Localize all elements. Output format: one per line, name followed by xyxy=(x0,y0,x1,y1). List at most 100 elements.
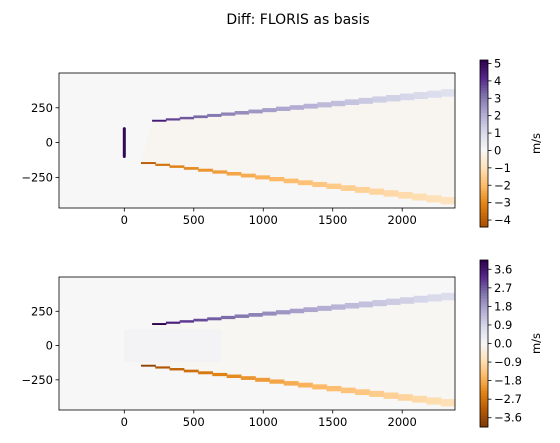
upper-wake-edge xyxy=(207,317,222,321)
lower-wake-edge xyxy=(340,185,356,191)
colorbar-segment xyxy=(480,204,488,209)
x-tick-label: 2000 xyxy=(388,213,417,227)
x-tick-label: 1500 xyxy=(318,213,347,227)
colorbar-segment xyxy=(480,185,488,189)
lower-wake-edge xyxy=(297,382,313,388)
x-tick-label: 1500 xyxy=(318,415,347,429)
lower-wake-edge xyxy=(383,392,399,399)
lower-wake-edge xyxy=(326,183,342,190)
colorbar-tick-label: 2.7 xyxy=(494,281,512,295)
colorbar-segment xyxy=(480,262,488,267)
colorbar-segment xyxy=(480,199,488,203)
colorbar-segment xyxy=(480,62,488,67)
colorbar-segment xyxy=(480,60,488,64)
upper-wake-edge xyxy=(152,323,167,325)
colorbar-segment xyxy=(480,324,488,328)
colorbar-segment xyxy=(480,76,488,80)
colorbar-segment xyxy=(480,73,488,78)
colorbar-segment xyxy=(480,379,488,383)
colorbar-segment xyxy=(480,285,488,289)
colorbar-segment xyxy=(480,101,488,106)
lower-wake-edge xyxy=(183,167,199,170)
colorbar-tick-label: 1.8 xyxy=(494,299,512,313)
colorbar-segment xyxy=(480,329,488,333)
colorbar-segment xyxy=(480,87,488,92)
lower-wake-edge xyxy=(155,163,171,166)
colorbar-segment xyxy=(480,112,488,117)
colorbar-segment xyxy=(480,65,488,69)
colorbar-segment xyxy=(480,298,488,303)
y-tick-label: 250 xyxy=(31,101,53,115)
upper-wake-edge xyxy=(248,313,263,317)
colorbar-tick-label: 0.0 xyxy=(494,337,512,351)
lower-wake-edge xyxy=(283,381,299,386)
colorbar-segment xyxy=(480,154,488,158)
colorbar-tick-label: 0 xyxy=(494,143,501,157)
colorbar-segment xyxy=(480,273,488,278)
colorbar-segment xyxy=(480,93,488,97)
colorbar-segment xyxy=(480,279,488,283)
colorbar-segment xyxy=(480,68,488,72)
upper-wake-edge xyxy=(179,116,194,120)
colorbar-segment xyxy=(480,424,488,428)
colorbar-segment xyxy=(480,315,488,319)
upper-wake-edge xyxy=(317,305,332,311)
colorbar-segment xyxy=(480,312,488,317)
upper-wake-edge xyxy=(248,109,263,114)
upper-wake-edge xyxy=(331,100,346,107)
upper-wake-edge xyxy=(386,94,401,102)
colorbar-segment xyxy=(480,126,488,131)
upper-wake-edge xyxy=(234,111,250,115)
colorbar-segment xyxy=(480,365,488,370)
x-tick-label: 2000 xyxy=(388,415,417,429)
colorbar-segment xyxy=(480,368,488,372)
colorbar-segment xyxy=(480,190,488,195)
colorbar-segment xyxy=(480,179,488,183)
colorbar-segment xyxy=(480,174,488,178)
colorbar-segment xyxy=(480,121,488,125)
colorbar-segment xyxy=(480,201,488,206)
colorbar-segment xyxy=(480,135,488,139)
lower-wake-edge xyxy=(140,162,156,165)
colorbar-segment xyxy=(480,149,488,153)
lower-wake-edge xyxy=(297,180,313,186)
colorbar-segment xyxy=(480,213,488,217)
colorbar-segment xyxy=(480,343,488,347)
colorbar-segment xyxy=(480,140,488,144)
x-tick-label: 0 xyxy=(121,213,128,227)
lower-wake-edge xyxy=(312,181,328,188)
lower-wake-edge xyxy=(283,178,299,184)
colorbar-segment xyxy=(480,137,488,142)
colorbar-label: m/s xyxy=(529,133,543,154)
colorbar-segment xyxy=(480,210,488,214)
colorbar-segment xyxy=(480,146,488,150)
lower-wake-edge xyxy=(426,195,442,203)
lower-wake-edge xyxy=(226,374,242,379)
colorbar-segment xyxy=(480,71,488,75)
lower-wake-edge xyxy=(369,390,385,397)
colorbar-segment xyxy=(480,260,488,264)
colorbar-segment xyxy=(480,132,488,136)
bottom-panel: 0 500 1000 1500 2000 −250 0 250 −3.6 −2.7 −1.8 −0.9… xyxy=(21,259,543,429)
colorbar-segment xyxy=(480,307,488,311)
lower-wake-edge xyxy=(155,366,171,369)
lower-wake-edge xyxy=(140,364,156,367)
colorbar-tick-label: 2 xyxy=(494,109,501,123)
lower-wake-edge xyxy=(169,165,185,168)
upper-wake-edge xyxy=(289,308,305,314)
heatmap-field xyxy=(59,73,455,208)
colorbar-segment xyxy=(480,115,488,119)
upper-wake-edge xyxy=(441,292,455,301)
colorbar-segment xyxy=(480,215,488,220)
lower-wake-edge xyxy=(383,190,399,197)
colorbar-segment xyxy=(480,337,488,342)
colorbar-segment xyxy=(480,104,488,108)
colorbar-segment xyxy=(480,193,488,197)
lower-wake-edge xyxy=(212,170,228,174)
colorbar-segment xyxy=(480,304,488,308)
colorbar-segment xyxy=(480,335,488,339)
colorbar-tick-label: 1 xyxy=(494,126,501,140)
colorbar-segment xyxy=(480,404,488,409)
upper-wake-edge xyxy=(372,300,387,307)
colorbar-segment xyxy=(480,418,488,422)
